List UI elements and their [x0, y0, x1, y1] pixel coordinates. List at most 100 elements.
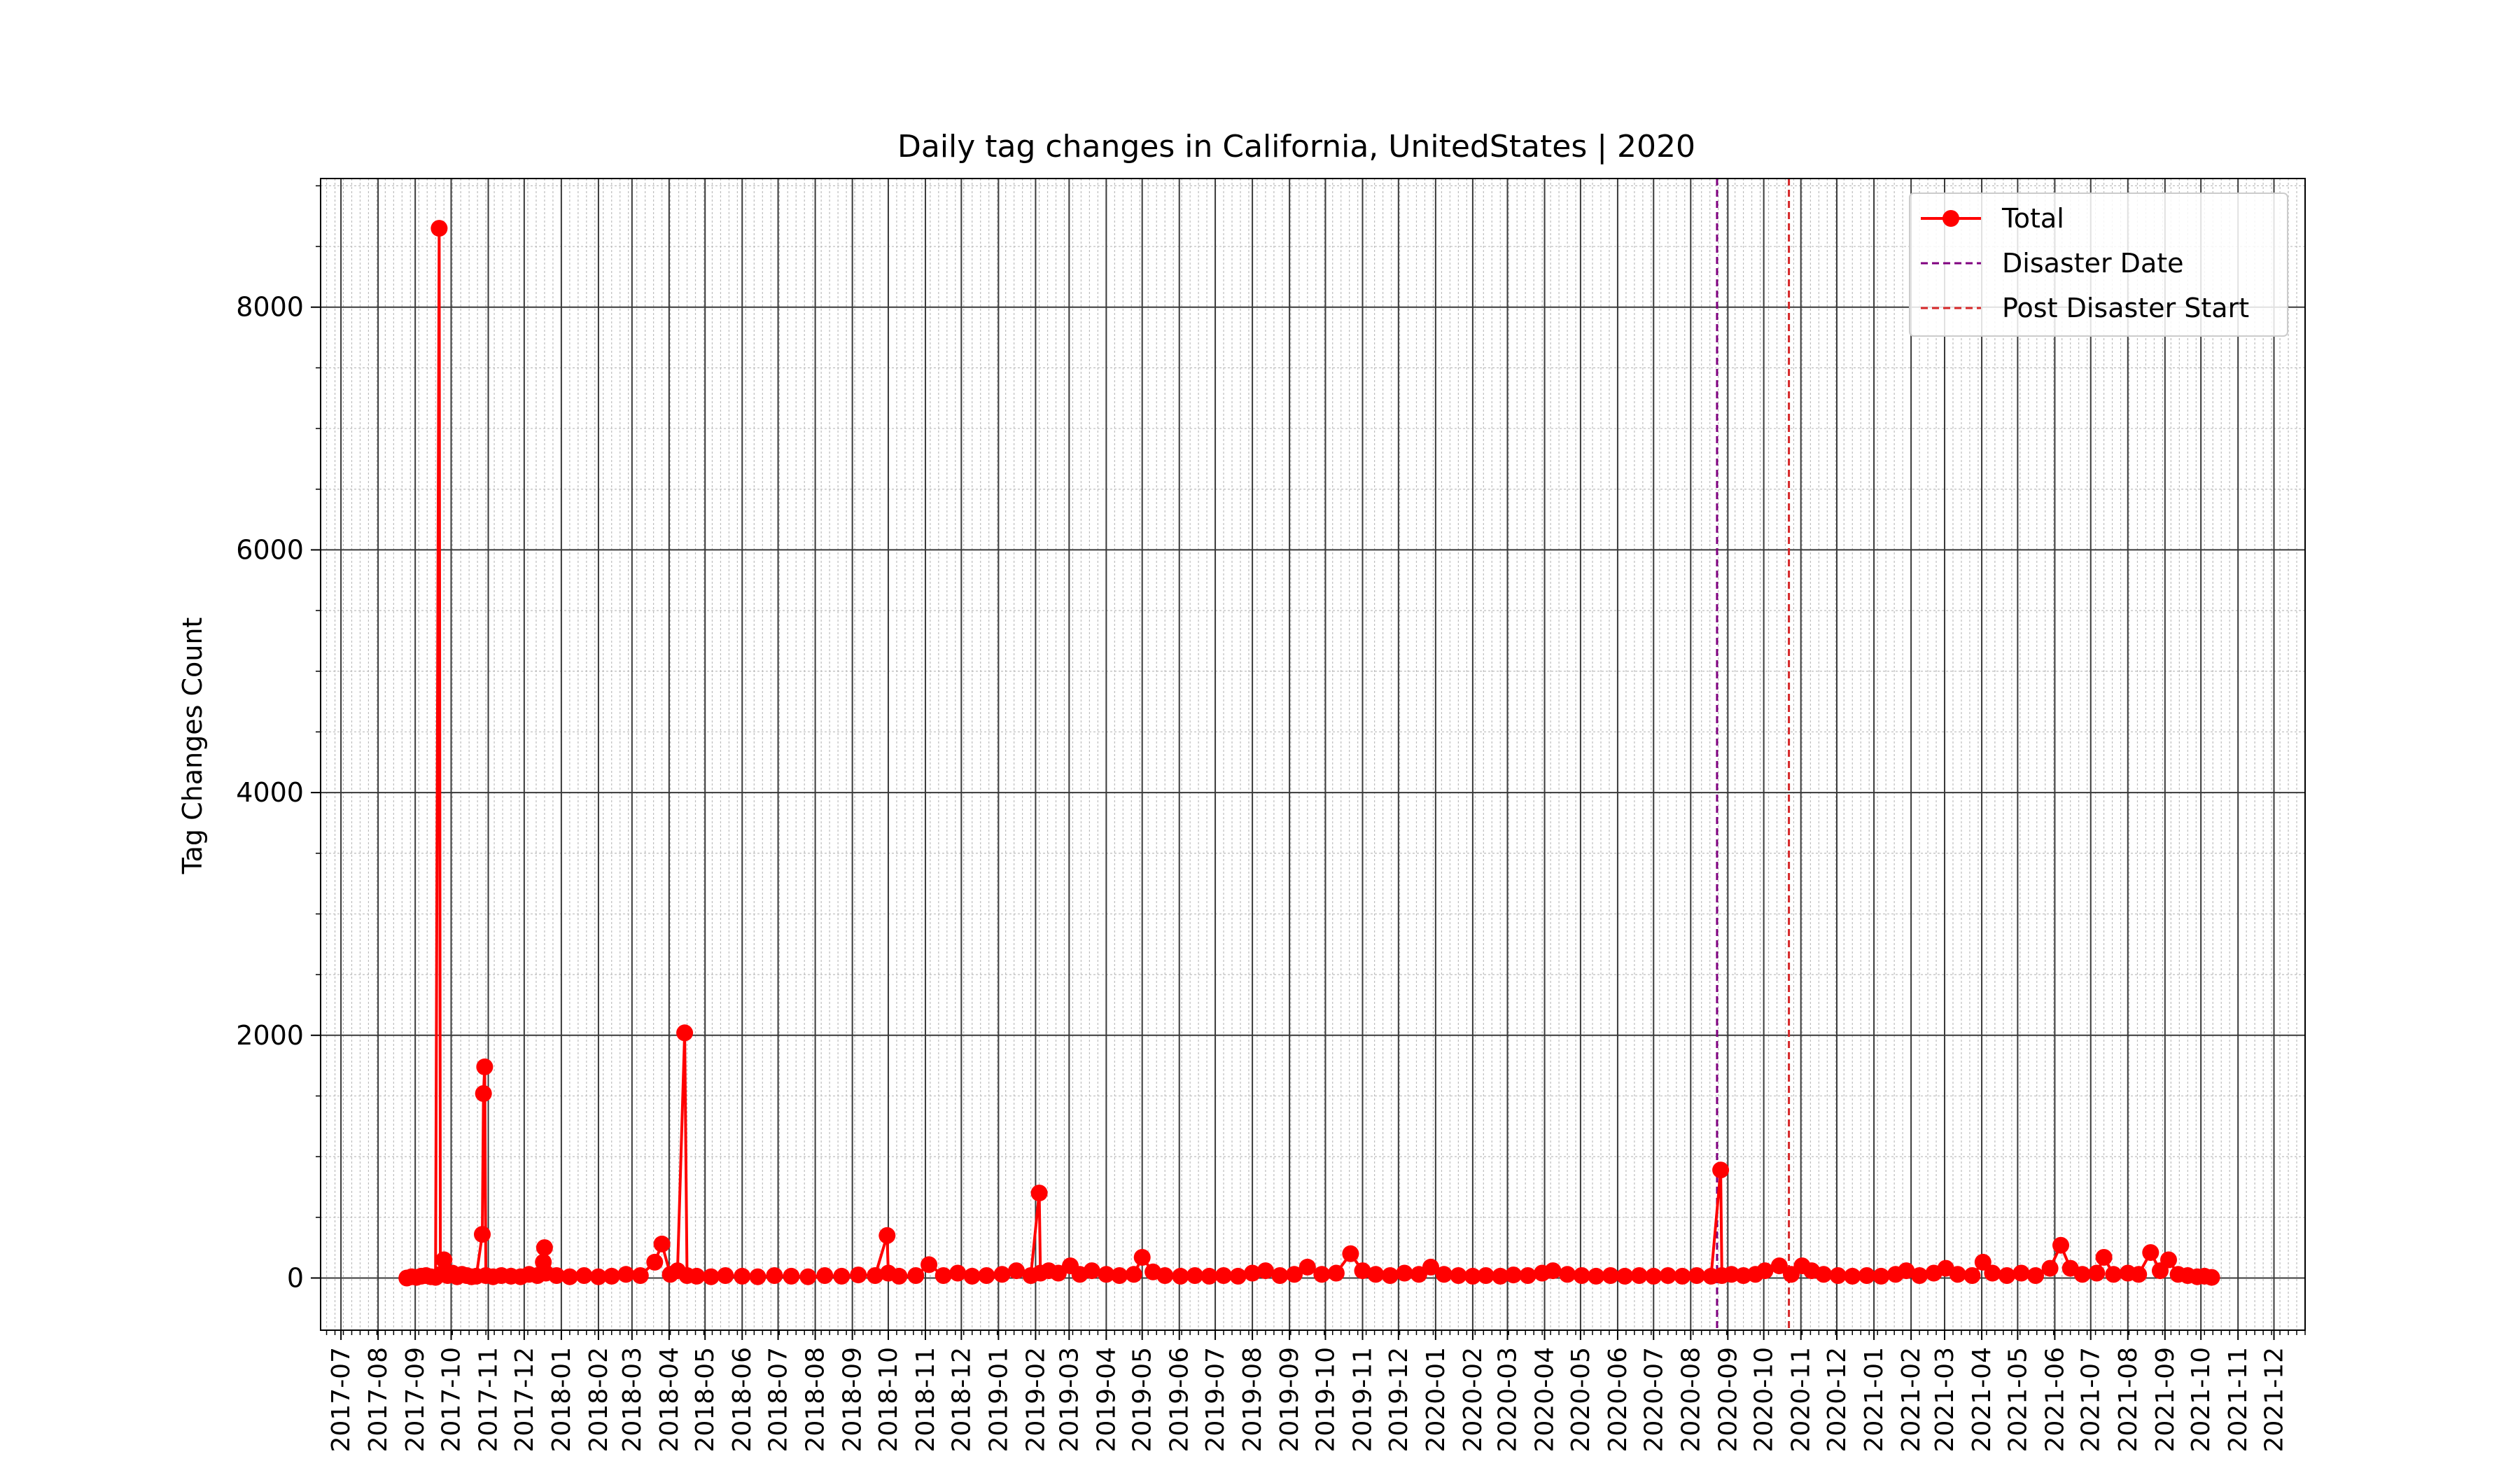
x-tick-label: 2020-10 — [1750, 1347, 1779, 1452]
data-point — [1544, 1262, 1562, 1280]
x-tick-label: 2021-06 — [2040, 1347, 2069, 1452]
data-point — [1492, 1267, 1509, 1285]
data-point — [1030, 1185, 1048, 1202]
data-point — [1659, 1267, 1676, 1284]
data-point — [2073, 1266, 2091, 1283]
data-point — [978, 1267, 995, 1284]
legend-total-label: Total — [2001, 203, 2064, 234]
data-point — [1998, 1267, 2015, 1284]
x-tick-label: 2018-11 — [911, 1347, 940, 1452]
data-point — [476, 1058, 493, 1075]
x-tick-label: 2020-05 — [1567, 1347, 1595, 1452]
x-tick-label: 2021-05 — [2003, 1347, 2032, 1452]
data-point — [1256, 1262, 1274, 1280]
data-point — [475, 1085, 492, 1102]
data-point — [2130, 1266, 2148, 1283]
data-point — [934, 1267, 952, 1284]
x-tick-label: 2021-10 — [2187, 1347, 2216, 1452]
data-point — [1464, 1267, 1481, 1285]
data-point — [1573, 1267, 1590, 1284]
x-tick-label: 2020-07 — [1639, 1347, 1668, 1452]
data-point — [1949, 1266, 1966, 1283]
data-point — [920, 1256, 938, 1273]
axis-layer: 2017-07 2017-08 2017-09 2017-10 2017-11 2017-… — [236, 185, 2306, 1452]
plot-area-frame — [320, 178, 2306, 1331]
data-point — [833, 1267, 850, 1285]
x-tick-label: 2021-02 — [1897, 1347, 1926, 1452]
data-point — [949, 1264, 967, 1282]
x-tick-label: 2019-10 — [1311, 1347, 1340, 1452]
data-point — [766, 1267, 783, 1284]
legend-disaster-date-label: Disaster Date — [2002, 248, 2184, 279]
x-tick-label: 2018-05 — [691, 1347, 720, 1452]
x-tick-label: 2018-02 — [584, 1347, 613, 1452]
legend-box — [1909, 193, 2288, 337]
data-point — [1674, 1267, 1691, 1285]
x-tick-label: 2021-07 — [2077, 1347, 2106, 1452]
x-tick-label: 2018-09 — [839, 1347, 867, 1452]
x-tick-label: 2020-06 — [1604, 1347, 1632, 1452]
data-point — [749, 1268, 766, 1285]
data-point — [2160, 1251, 2177, 1269]
data-point — [1602, 1267, 1619, 1284]
data-point — [993, 1266, 1011, 1283]
data-point — [561, 1268, 578, 1285]
data-point — [1200, 1267, 1218, 1285]
x-tick-label: 2020-11 — [1787, 1347, 1816, 1452]
data-point — [1756, 1262, 1774, 1280]
data-point — [717, 1267, 734, 1284]
data-point — [1645, 1267, 1662, 1285]
x-tick-label: 2020-12 — [1823, 1347, 1851, 1452]
y-tick-label: 8000 — [236, 292, 304, 323]
reference-lines-layer — [1716, 179, 1791, 1330]
data-point — [617, 1266, 635, 1283]
x-tick-label: 2020-04 — [1531, 1347, 1560, 1452]
data-point — [1215, 1267, 1232, 1284]
x-tick-label: 2019-09 — [1275, 1347, 1304, 1452]
data-point — [1008, 1262, 1025, 1280]
data-point — [1186, 1267, 1203, 1284]
data-point — [1984, 1264, 2001, 1282]
y-tick-label: 0 — [287, 1262, 304, 1293]
data-point — [2012, 1264, 2030, 1282]
data-point — [2027, 1267, 2044, 1284]
data-point — [963, 1267, 981, 1285]
x-tick-label: 2020-03 — [1494, 1347, 1522, 1452]
data-point — [676, 1024, 694, 1042]
data-point — [1367, 1266, 1385, 1283]
x-tick-label: 2017-08 — [364, 1347, 393, 1452]
data-point — [1815, 1266, 1833, 1283]
data-point — [867, 1267, 884, 1284]
data-point — [1844, 1267, 1861, 1285]
x-tick-label: 2019-06 — [1166, 1347, 1194, 1452]
x-tick-label: 2019-03 — [1055, 1347, 1084, 1452]
x-tick-label: 2020-02 — [1459, 1347, 1488, 1452]
x-tick-label: 2020-08 — [1676, 1347, 1705, 1452]
data-point — [1770, 1257, 1788, 1275]
data-point — [2142, 1244, 2160, 1262]
data-point — [536, 1239, 553, 1257]
data-point — [2041, 1259, 2059, 1277]
data-point — [1974, 1253, 1991, 1271]
data-point — [1829, 1267, 1847, 1284]
x-tick-label: 2019-12 — [1385, 1347, 1413, 1452]
data-point — [1271, 1267, 1289, 1284]
x-tick-label: 2018-01 — [547, 1347, 576, 1452]
data-point — [907, 1267, 925, 1284]
data-point — [1125, 1266, 1142, 1283]
data-point — [1244, 1264, 1261, 1282]
data-point — [2052, 1236, 2069, 1254]
data-point — [1911, 1267, 1928, 1284]
x-tick-label: 2021-01 — [1860, 1347, 1889, 1452]
x-tick-label: 2019-07 — [1201, 1347, 1230, 1452]
data-point — [1435, 1266, 1452, 1283]
x-tick-label: 2021-09 — [2151, 1347, 2180, 1452]
data-point — [1229, 1267, 1247, 1285]
data-point — [1172, 1267, 1189, 1285]
legend-post-disaster-label: Post Disaster Start — [2002, 293, 2249, 323]
x-tick-label: 2019-01 — [984, 1347, 1013, 1452]
chart-title: Daily tag changes in California, UnitedS… — [897, 129, 1695, 165]
data-point — [1133, 1249, 1151, 1266]
data-point — [1898, 1262, 1915, 1280]
